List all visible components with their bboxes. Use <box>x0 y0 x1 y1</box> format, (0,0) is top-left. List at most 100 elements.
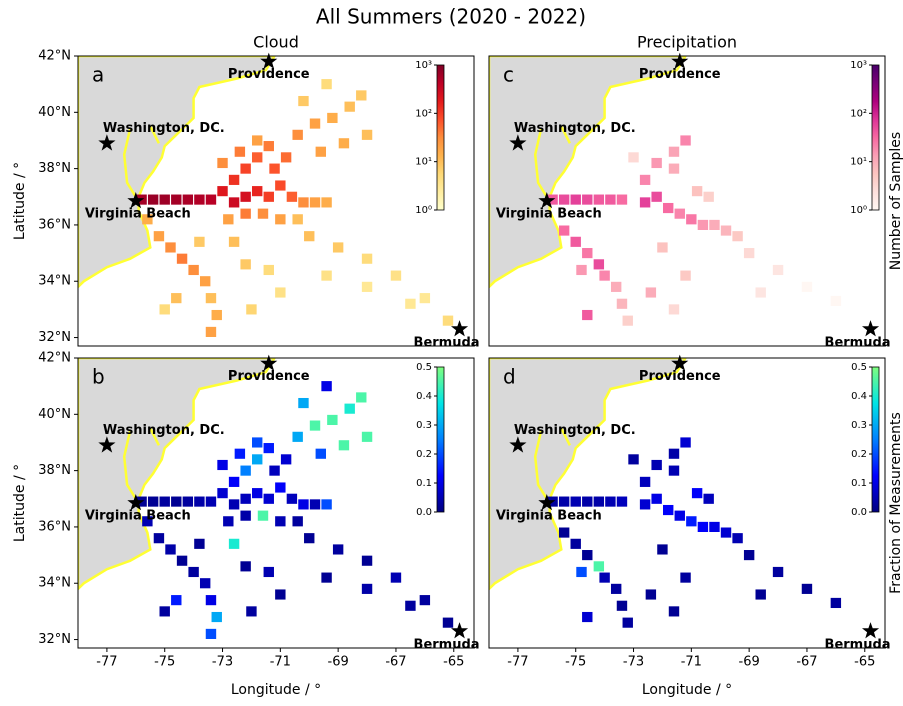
city-label: Washington, DC. <box>514 423 636 438</box>
colorbar: 0.0 0.1 0.2 0.3 0.4 0.5 <box>851 362 880 518</box>
cell <box>292 516 303 527</box>
panel: Providence Washington, DC. Virginia Beach B… <box>12 33 480 351</box>
panel-label: b <box>92 365 105 389</box>
cell <box>332 242 344 253</box>
cell <box>211 611 222 623</box>
city-marker <box>538 494 556 511</box>
panel-title: Precipitation <box>637 33 737 52</box>
cell <box>182 496 194 507</box>
colorbar-label: Number of Samples <box>888 132 903 270</box>
cell <box>321 270 332 281</box>
cell <box>599 572 610 583</box>
cell <box>240 259 251 270</box>
cell <box>257 510 269 521</box>
cell <box>720 527 732 538</box>
cell <box>558 527 570 538</box>
city-marker <box>127 494 145 511</box>
frame <box>488 55 886 347</box>
panel-label: d <box>503 365 516 389</box>
cell <box>205 595 217 606</box>
x-tick-label: -67 <box>796 655 817 670</box>
x-tick-label: -77 <box>507 655 528 670</box>
cell <box>292 129 303 140</box>
cell <box>442 315 454 326</box>
cell <box>743 248 755 259</box>
cell <box>217 459 228 471</box>
cell <box>338 138 350 149</box>
city-label: Bermuda <box>414 336 480 351</box>
cell <box>657 242 668 253</box>
cell <box>257 208 269 219</box>
cell <box>240 465 251 476</box>
cell <box>298 397 309 409</box>
cell <box>275 589 286 600</box>
cell <box>252 454 263 465</box>
cell <box>419 293 431 304</box>
cell <box>217 186 228 197</box>
y-tick-label: 38°N <box>38 463 71 478</box>
plot-area <box>489 358 842 628</box>
colorbar-label: Fraction of Measurements <box>888 412 903 594</box>
cell <box>153 231 165 242</box>
y-tick-label: 34°N <box>38 274 71 289</box>
cell <box>252 152 263 163</box>
cell <box>315 146 327 157</box>
y-tick-label: 40°N <box>38 105 71 120</box>
cell <box>610 583 622 594</box>
cell <box>263 566 274 578</box>
cell <box>327 112 338 124</box>
city-label: Providence <box>639 369 721 384</box>
x-tick-label: -75 <box>154 655 175 670</box>
cell <box>645 287 657 298</box>
city-label: Providence <box>228 67 310 82</box>
x-tick-label: -73 <box>212 655 233 670</box>
frame <box>77 357 475 649</box>
cell <box>651 459 662 471</box>
cell <box>332 544 344 555</box>
cell <box>142 516 153 527</box>
cell <box>188 566 199 578</box>
cell <box>344 101 355 112</box>
cell <box>680 437 691 448</box>
cell <box>361 281 373 292</box>
x-axis-label: Longitude / ° <box>231 682 321 698</box>
x-tick-label: -69 <box>328 655 349 670</box>
city-marker <box>451 320 469 337</box>
cell <box>668 448 680 459</box>
x-tick-label: -65 <box>854 655 875 670</box>
cell <box>582 194 593 205</box>
cell <box>205 628 217 639</box>
cell <box>176 253 188 264</box>
cell <box>292 431 303 442</box>
x-tick-label: -67 <box>385 655 406 670</box>
cell <box>622 315 633 326</box>
cell <box>252 437 263 448</box>
cell <box>280 152 292 163</box>
cell <box>582 248 593 259</box>
cell <box>228 174 240 185</box>
cell <box>309 499 321 510</box>
cell <box>159 496 170 507</box>
x-tick-label: -71 <box>270 655 291 670</box>
panel: Providence Washington, DC. Virginia Beach B… <box>488 33 891 351</box>
cell <box>657 544 668 555</box>
cell <box>558 496 570 507</box>
cell <box>639 499 651 510</box>
cell <box>419 595 431 606</box>
cell <box>582 496 593 507</box>
cell <box>605 194 616 205</box>
cell <box>240 493 251 504</box>
y-tick-label: 42°N <box>38 351 71 366</box>
cell <box>755 287 766 298</box>
cell <box>645 589 657 600</box>
colorbar-tick-label: 0.4 <box>851 391 867 402</box>
cell <box>651 157 662 169</box>
y-axis-label: Latitude / ° <box>12 162 28 240</box>
cell <box>223 516 234 527</box>
cell <box>199 276 211 287</box>
cell <box>263 191 274 202</box>
colorbar-tick-label: 0.5 <box>416 362 432 373</box>
cell <box>234 448 246 459</box>
city-marker <box>671 354 689 371</box>
cell <box>147 194 159 205</box>
